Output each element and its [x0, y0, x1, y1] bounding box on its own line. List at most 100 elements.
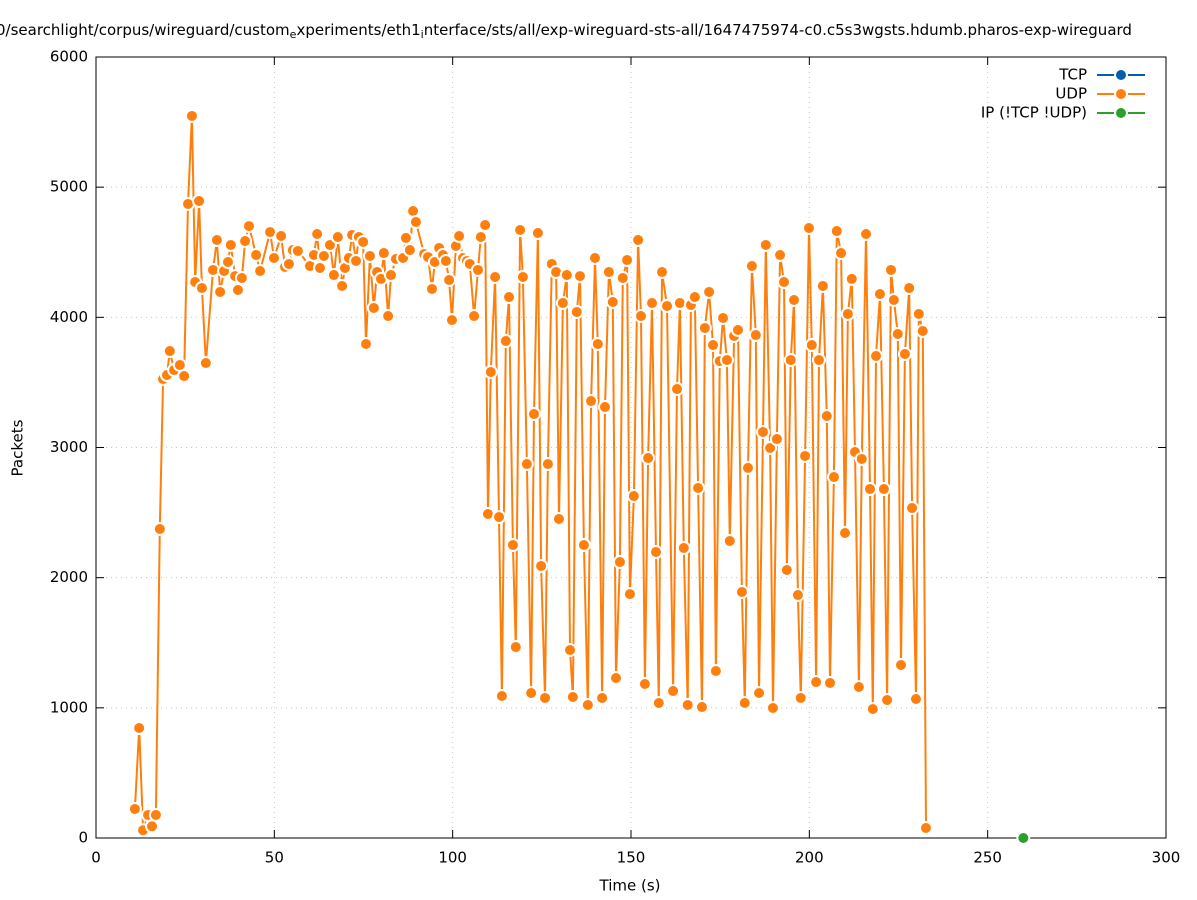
y-tick-label: 4000	[50, 308, 88, 326]
data-point	[515, 269, 530, 284]
data-point	[467, 309, 482, 324]
data-point	[915, 324, 930, 339]
data-point	[524, 685, 539, 700]
data-point	[601, 265, 616, 280]
data-point	[893, 658, 908, 673]
data-point	[349, 253, 364, 268]
data-point	[194, 281, 209, 296]
data-point	[631, 233, 646, 248]
data-point	[666, 684, 681, 699]
data-point	[242, 219, 257, 234]
data-point	[633, 309, 648, 324]
data-point	[192, 193, 207, 208]
data-point	[648, 545, 663, 560]
data-point	[804, 338, 819, 353]
data-point	[880, 693, 895, 708]
data-point	[249, 247, 264, 262]
data-point	[584, 394, 599, 409]
data-point	[184, 108, 199, 123]
data-point	[854, 451, 869, 466]
x-tick-label: 0	[91, 849, 101, 867]
data-point	[587, 250, 602, 265]
data-point	[777, 275, 792, 290]
data-point	[223, 237, 238, 252]
data-point	[840, 306, 855, 321]
data-point	[534, 558, 549, 573]
y-tick-label: 0	[78, 829, 88, 847]
data-point	[793, 690, 808, 705]
data-point	[132, 721, 147, 736]
data-point	[691, 480, 706, 495]
data-point	[819, 408, 834, 423]
data-point	[670, 382, 685, 397]
data-point	[274, 228, 289, 243]
data-point	[702, 284, 717, 299]
data-point	[605, 294, 620, 309]
data-point	[209, 233, 224, 248]
data-point	[706, 338, 721, 353]
data-point	[801, 221, 816, 236]
data-point	[641, 451, 656, 466]
data-point	[719, 353, 734, 368]
data-point	[366, 300, 381, 315]
data-point	[253, 263, 268, 278]
data-point	[722, 533, 737, 548]
data-point	[597, 400, 612, 415]
data-point	[381, 309, 396, 324]
y-tick-label: 5000	[50, 178, 88, 196]
data-point	[731, 322, 745, 337]
plot-border	[95, 56, 1167, 839]
data-point	[865, 702, 880, 717]
data-point	[513, 222, 528, 237]
data-point	[902, 281, 917, 296]
data-point	[376, 246, 391, 261]
data-point	[330, 230, 345, 245]
data-point	[530, 225, 545, 240]
data-point	[551, 511, 566, 526]
data-point	[755, 425, 770, 440]
data-point	[290, 243, 305, 258]
data-point	[398, 230, 413, 245]
data-point	[526, 407, 541, 422]
data-point	[672, 296, 687, 311]
data-point	[220, 255, 235, 270]
title-part: xperiments/eth1	[296, 21, 420, 39]
title-subscript: i	[421, 28, 424, 41]
data-point	[809, 675, 824, 690]
y-axis-label: Packets	[9, 419, 27, 476]
data-point	[748, 328, 763, 343]
y-tick-label: 2000	[50, 568, 88, 586]
data-point	[815, 278, 830, 293]
data-point	[829, 224, 844, 239]
data-point	[851, 680, 866, 695]
data-point	[508, 640, 523, 655]
data-point	[238, 234, 253, 249]
x-tick-label: 300	[1152, 849, 1181, 867]
legend-swatch-marker	[1114, 87, 1128, 101]
data-point	[358, 337, 373, 352]
data-point	[383, 268, 398, 283]
data-point	[651, 696, 666, 711]
data-point	[897, 347, 912, 362]
data-point	[563, 643, 578, 658]
data-point	[494, 688, 509, 703]
legend-swatch-marker	[1114, 68, 1128, 82]
x-tick-label: 200	[795, 849, 824, 867]
chart-title: 0/searchlight/corpus/wireguard/customexp…	[0, 21, 1132, 42]
x-tick-label: 50	[265, 849, 284, 867]
data-point	[310, 227, 325, 242]
data-point	[326, 268, 341, 283]
data-point	[1016, 831, 1031, 845]
data-point	[905, 501, 920, 516]
data-point	[886, 293, 901, 308]
data-point	[470, 262, 485, 277]
data-point	[144, 819, 159, 834]
data-point	[884, 262, 899, 277]
x-tick-label: 250	[973, 849, 1002, 867]
legend-label: IP (!TCP !UDP)	[981, 104, 1087, 122]
data-point	[620, 253, 635, 268]
data-point	[127, 801, 142, 816]
x-axis-label: Time (s)	[599, 877, 661, 895]
data-point	[576, 537, 591, 552]
data-point	[362, 249, 377, 264]
